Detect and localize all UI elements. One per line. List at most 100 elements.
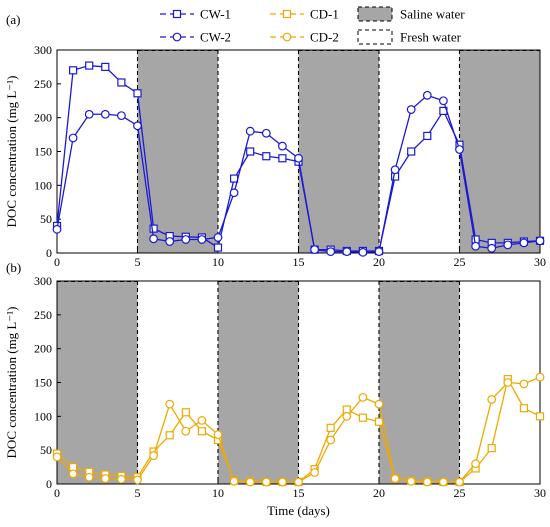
saline-period-1 <box>137 50 218 253</box>
x-tick-label: 20 <box>373 255 385 269</box>
legend-marker <box>172 9 182 19</box>
data-point-cd-2 <box>181 426 191 436</box>
data-point-cw-2 <box>149 234 159 244</box>
data-point-cw-1 <box>213 243 223 252</box>
data-point-cd-2 <box>342 411 352 421</box>
x-tick-label: 0 <box>54 255 60 269</box>
legend-label: CD-2 <box>310 30 339 45</box>
legend-item-cw-1: CW-1 <box>160 7 231 22</box>
data-point-cd-2 <box>471 459 481 469</box>
x-tick-label: 0 <box>54 486 60 500</box>
data-point-cd-1 <box>358 413 367 422</box>
data-point-cd-2 <box>374 399 384 409</box>
y-tick-label: 250 <box>34 308 52 322</box>
legend-label: Fresh water <box>400 30 462 45</box>
data-point-cw-2 <box>406 105 416 114</box>
y-tick-label: 300 <box>34 274 52 288</box>
data-point-cw-2 <box>84 109 94 119</box>
data-point-cw-2 <box>390 165 400 175</box>
data-point-cw-2 <box>261 128 271 138</box>
legend: CW-1 CD-1 Saline water CW-2 CD-2 Fresh water <box>160 6 465 45</box>
data-point-cd-2 <box>68 469 78 479</box>
legend-label: CW-1 <box>200 7 231 22</box>
y-axis-label: DOC concentration (mg L⁻¹) <box>4 307 19 459</box>
data-point-cd-2 <box>261 477 271 487</box>
data-point-cw-1 <box>407 147 416 156</box>
legend-label: CD-1 <box>310 7 339 22</box>
saline-period-3 <box>298 50 379 253</box>
data-point-cw-1 <box>101 62 110 72</box>
data-point-cw-2 <box>374 247 384 257</box>
legend-label: CW-2 <box>200 30 231 45</box>
data-point-cd-2 <box>229 476 239 486</box>
x-axis-label: Time (days) <box>267 503 330 518</box>
data-point-cw-1 <box>133 89 142 98</box>
data-point-cw-2 <box>310 245 320 255</box>
y-tick-label: 150 <box>34 376 52 390</box>
saline-period-3 <box>218 281 299 484</box>
panel-a: 0 50 100 150 200 250 300 0 5 10 15 20 25 30 DOC concen… <box>4 12 546 269</box>
x-tick-label: 30 <box>534 255 546 269</box>
data-point-cd-2 <box>503 378 513 387</box>
data-point-cw-2 <box>358 247 368 257</box>
data-point-cd-1 <box>326 423 335 432</box>
data-point-cw-1 <box>117 78 126 87</box>
data-point-cw-1 <box>246 147 255 156</box>
y-tick-label: 50 <box>40 212 52 226</box>
x-tick-label: 25 <box>454 255 466 269</box>
data-point-cd-1 <box>535 412 545 421</box>
data-point-cd-2 <box>390 474 400 483</box>
x-tick-label: 20 <box>373 486 385 500</box>
y-tick-label: 100 <box>34 409 52 423</box>
data-point-cw-1 <box>68 66 78 75</box>
panel-b: 0 50 100 150 200 250 300 0 5 10 15 20 25 30 DOC concen… <box>4 260 546 518</box>
y-tick-label: 200 <box>34 111 52 125</box>
saline-period-1 <box>57 281 138 484</box>
data-point-cw-2 <box>326 247 336 257</box>
data-point-cw-2 <box>439 96 448 106</box>
data-point-cw-2 <box>245 126 255 136</box>
data-point-cw-2 <box>535 236 545 246</box>
data-point-cw-2 <box>52 224 62 234</box>
legend-marker <box>282 32 292 42</box>
data-point-cw-2 <box>294 153 303 163</box>
data-point-cd-2 <box>535 372 545 382</box>
data-point-cw-2 <box>197 235 207 244</box>
data-point-cd-2 <box>100 474 110 483</box>
panel-label: (b) <box>6 260 21 275</box>
y-tick-label: 0 <box>46 246 52 260</box>
legend-patch <box>357 6 393 22</box>
series-cd-2 <box>52 372 545 487</box>
legend-item-fresh-water: Fresh water <box>357 29 462 45</box>
data-point-cw-2 <box>181 235 191 244</box>
x-tick-label: 15 <box>293 255 305 269</box>
data-point-cw-1 <box>85 61 94 70</box>
data-point-cd-2 <box>52 452 62 462</box>
data-point-cd-2 <box>406 476 416 486</box>
data-point-cw-2 <box>503 240 513 250</box>
x-tick-label: 10 <box>212 255 224 269</box>
y-tick-label: 250 <box>34 77 52 91</box>
data-point-cw-2 <box>116 111 126 121</box>
y-tick-label: 150 <box>34 145 52 159</box>
data-point-cw-2 <box>133 121 142 131</box>
data-point-cw-2 <box>68 133 78 143</box>
x-tick-label: 15 <box>293 486 305 500</box>
data-point-cd-2 <box>455 477 464 487</box>
data-point-cw-2 <box>165 237 175 246</box>
data-point-cd-1 <box>197 427 206 436</box>
data-point-cd-1 <box>165 431 174 440</box>
legend-item-cd-1: CD-1 <box>270 7 339 22</box>
data-point-cw-1 <box>278 154 287 163</box>
legend-item-cw-2: CW-2 <box>160 30 231 45</box>
data-point-cd-2 <box>116 474 126 484</box>
panel-label: (a) <box>6 12 20 27</box>
y-tick-label: 50 <box>40 443 52 457</box>
data-point-cw-1 <box>262 152 271 161</box>
data-point-cd-1 <box>374 417 384 426</box>
x-tick-label: 25 <box>454 486 466 500</box>
data-point-cw-2 <box>213 233 223 242</box>
y-tick-label: 200 <box>34 342 52 356</box>
data-point-cd-2 <box>326 435 336 445</box>
x-tick-label: 5 <box>135 486 141 500</box>
